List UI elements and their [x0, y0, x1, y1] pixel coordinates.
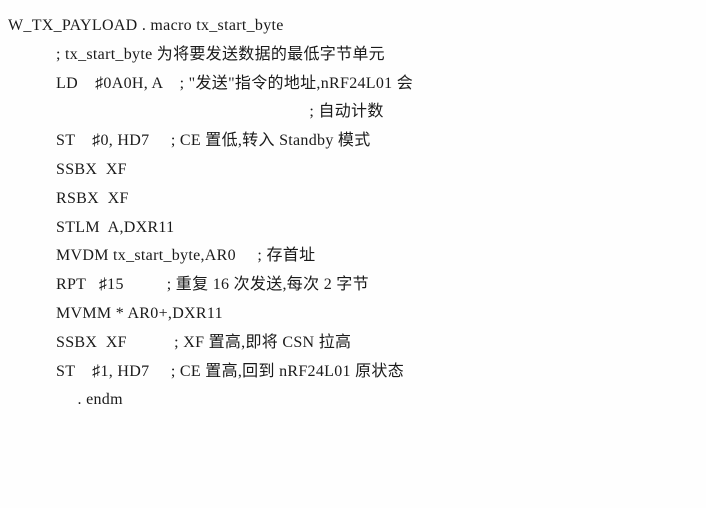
macro-header: W_TX_PAYLOAD . macro tx_start_byte — [8, 12, 698, 41]
code-line: STLM A,DXR11 — [8, 214, 698, 243]
code-line: ; tx_start_byte 为将要发送数据的最低字节单元 — [8, 41, 698, 70]
code-line: RSBX XF — [8, 185, 698, 214]
code-line: MVMM * AR0+,DXR11 — [8, 300, 698, 329]
code-line: SSBX XF ; XF 置高,即将 CSN 拉高 — [8, 329, 698, 358]
code-line: ST ♯1, HD7 ; CE 置高,回到 nRF24L01 原状态 — [8, 358, 698, 387]
code-line: ST ♯0, HD7 ; CE 置低,转入 Standby 模式 — [8, 127, 698, 156]
code-line: . endm — [8, 386, 698, 415]
code-line: ; 自动计数 — [8, 98, 698, 127]
code-line: LD ♯0A0H, A ; "发送"指令的地址,nRF24L01 会 — [8, 70, 698, 99]
code-block: ; tx_start_byte 为将要发送数据的最低字节单元LD ♯0A0H, … — [8, 41, 698, 415]
code-line: RPT ♯15 ; 重复 16 次发送,每次 2 字节 — [8, 271, 698, 300]
code-line: MVDM tx_start_byte,AR0 ; 存首址 — [8, 242, 698, 271]
code-line: SSBX XF — [8, 156, 698, 185]
